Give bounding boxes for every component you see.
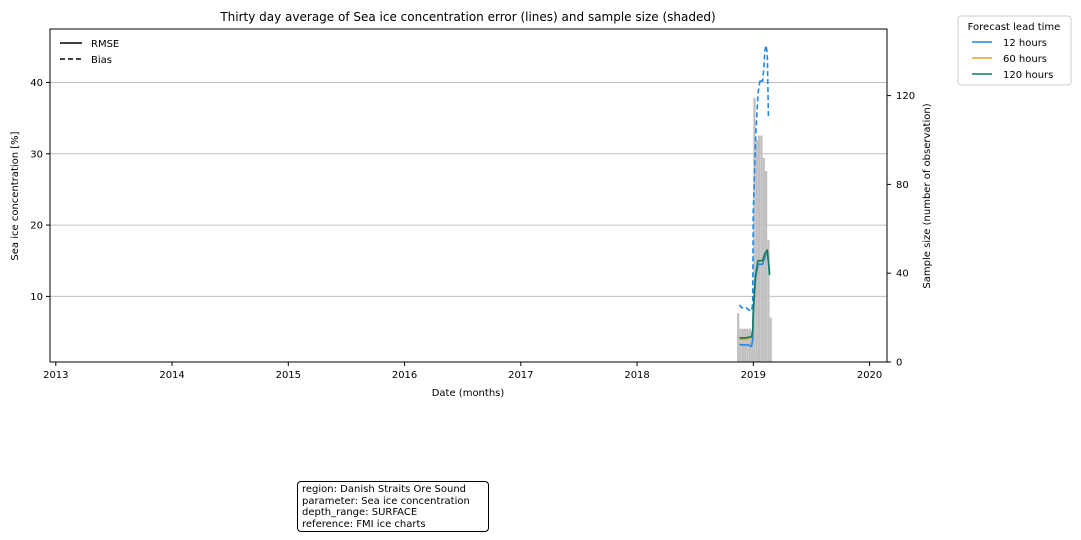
sample-size-bar (764, 171, 768, 362)
sample-size-bar (767, 239, 770, 362)
x-axis-label: Date (months) (432, 388, 505, 399)
info-line-reference: reference: FMI ice charts (302, 518, 426, 530)
y2-axis-label: Sample size (number of observation) (922, 103, 933, 288)
rmse-line (739, 249, 771, 339)
sample-size-bar (753, 97, 756, 362)
chart-title: Thirty day average of Sea ice concentrat… (219, 10, 715, 24)
x-tick-label: 2016 (392, 370, 417, 381)
grid-lines (50, 81, 887, 297)
info-line-depth-range: depth_range: SURFACE (302, 507, 418, 518)
legend-120h-label: 120 hours (1003, 70, 1053, 81)
y2-tick-label: 120 (896, 91, 915, 102)
x-tick-label: 2020 (857, 370, 882, 381)
y-axis-label: Sea ice concentration [%] (10, 131, 21, 260)
y-tick-label: 20 (30, 221, 43, 232)
error-lines (738, 45, 771, 348)
axes: 2013 2014 2015 2016 2017 2018 2019 2020 10 20 30 40… (30, 78, 915, 381)
y2-tick-label: 80 (896, 180, 909, 191)
x-tick-label: 2013 (43, 370, 68, 381)
info-line-parameter: parameter: Sea ice concentration (302, 495, 470, 507)
sample-size-bars (737, 97, 772, 362)
lead-time-legend: Forecast lead time 12 hours 60 hours 120… (957, 15, 1072, 86)
sample-size-bar (755, 140, 758, 362)
sample-size-bar (737, 313, 740, 362)
info-box: region: Danish Straits Ore Sound paramet… (297, 481, 489, 532)
info-line-region: region: Danish Straits Ore Sound (302, 484, 467, 495)
y2-tick-label: 40 (896, 269, 909, 280)
lead-legend-title: Forecast lead time (968, 22, 1061, 33)
sample-size-bar (769, 317, 772, 362)
y-tick-label: 10 (30, 292, 43, 303)
x-tick-label: 2015 (276, 370, 301, 381)
x-tick-label: 2017 (508, 370, 533, 381)
legend-60h-label: 60 hours (1003, 54, 1047, 65)
legend-rmse-label: RMSE (91, 39, 119, 50)
lead-legend-frame (957, 15, 1072, 86)
x-tick-label: 2019 (741, 370, 766, 381)
x-tick-label: 2018 (624, 370, 649, 381)
y-tick-label: 40 (30, 78, 43, 89)
sample-size-bar (758, 135, 761, 362)
sample-size-bar (760, 135, 763, 362)
bias-line (738, 45, 770, 312)
legend-bias-label: Bias (91, 55, 112, 66)
plot-frame (49, 28, 888, 363)
style-legend: RMSE Bias (60, 39, 119, 66)
legend-12h-label: 12 hours (1003, 38, 1047, 49)
y-tick-label: 30 (30, 149, 43, 160)
y2-tick-label: 0 (896, 358, 902, 369)
x-tick-label: 2014 (159, 370, 184, 381)
